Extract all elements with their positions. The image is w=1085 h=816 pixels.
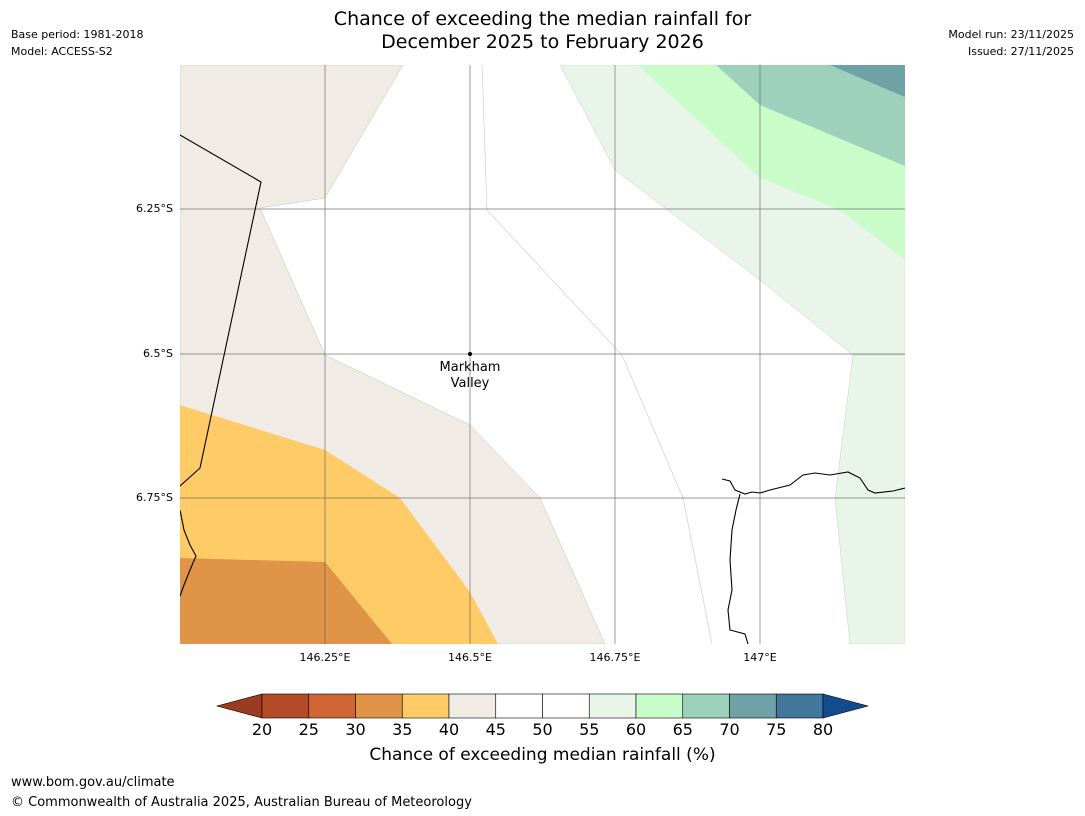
colorbar-segment — [355, 693, 403, 719]
contour-65-70 — [716, 65, 905, 166]
map-area — [180, 65, 905, 644]
colorbar-segment — [308, 693, 356, 719]
title-line-2: December 2025 to February 2026 — [381, 31, 704, 53]
colorbar-tick-label: 60 — [625, 720, 647, 739]
colorbar-segment — [775, 693, 824, 719]
lat-label-6-75: 6.75°S — [136, 491, 173, 504]
footer-url: www.bom.gov.au/climate — [11, 775, 175, 790]
colorbar-segment — [495, 693, 543, 719]
colorbar-segment — [729, 693, 777, 719]
western-boundary — [180, 509, 197, 597]
lon-label-147: 147°E — [743, 651, 777, 664]
markham-valley-marker — [468, 352, 472, 356]
place-label-line-2: Valley — [450, 376, 490, 391]
model-run: Model run: 23/11/2025 — [948, 28, 1074, 41]
lon-label-146-25: 146.25°E — [299, 651, 351, 664]
run-info: Model run: 23/11/2025 Issued: 27/11/2025 — [948, 26, 1074, 60]
colorbar-tick-label: 50 — [532, 720, 553, 739]
model-info: Base period: 1981-2018 Model: ACCESS-S2 — [11, 26, 143, 60]
coastline — [721, 471, 905, 495]
contour-line-50 — [481, 65, 713, 644]
colorbar-tick-label: 75 — [766, 720, 787, 739]
province-boundary — [180, 134, 262, 487]
colorbar-title: Chance of exceeding median rainfall (%) — [369, 745, 716, 765]
colorbar-tick-label: 80 — [812, 720, 834, 739]
place-label-line-1: Markham — [439, 360, 501, 375]
colorbar-segment — [635, 693, 684, 719]
lon-label-146-5: 146.5°E — [448, 651, 492, 664]
chart-title: Chance of exceeding the median rainfall … — [0, 8, 1085, 54]
colorbar-tick-label: 20 — [251, 720, 273, 739]
colorbar-tick-label: 35 — [392, 720, 413, 739]
colorbar-segment — [401, 693, 450, 719]
graticule — [180, 65, 905, 644]
colorbar-segment — [682, 693, 730, 719]
colorbar-segment — [542, 693, 590, 719]
colorbar-tick-label: 55 — [579, 720, 600, 739]
colorbar-extend-low — [215, 693, 263, 719]
footer-copyright: © Commonwealth of Australia 2025, Austra… — [11, 795, 472, 810]
colorbar-tick-label: 30 — [345, 720, 366, 739]
colorbar-tick-label: 45 — [485, 720, 506, 739]
base-period: Base period: 1981-2018 — [11, 28, 144, 41]
place-label-markham-valley: Markham Valley — [420, 360, 520, 392]
colorbar-segment — [588, 693, 637, 719]
colorbar-tick-label: 40 — [438, 720, 460, 739]
title-line-1: Chance of exceeding the median rainfall … — [333, 8, 752, 30]
model-name: Model: ACCESS-S2 — [11, 45, 113, 58]
colorbar-extend-high — [822, 693, 870, 719]
lon-label-146-75: 146.75°E — [589, 651, 641, 664]
colorbar-tick-label: 65 — [672, 720, 693, 739]
issued-date: Issued: 27/11/2025 — [967, 45, 1074, 58]
colorbar-tick-label: 25 — [298, 720, 319, 739]
colorbar-segment — [261, 693, 310, 719]
river — [727, 493, 749, 644]
colorbar-tick-label: 70 — [719, 720, 740, 739]
colorbar — [215, 693, 870, 719]
lat-label-6-5: 6.5°S — [143, 347, 173, 360]
lat-label-6-25: 6.25°S — [136, 202, 173, 215]
contour-30-35 — [180, 558, 392, 644]
colorbar-segment — [448, 693, 497, 719]
contour-70-75 — [830, 65, 905, 97]
